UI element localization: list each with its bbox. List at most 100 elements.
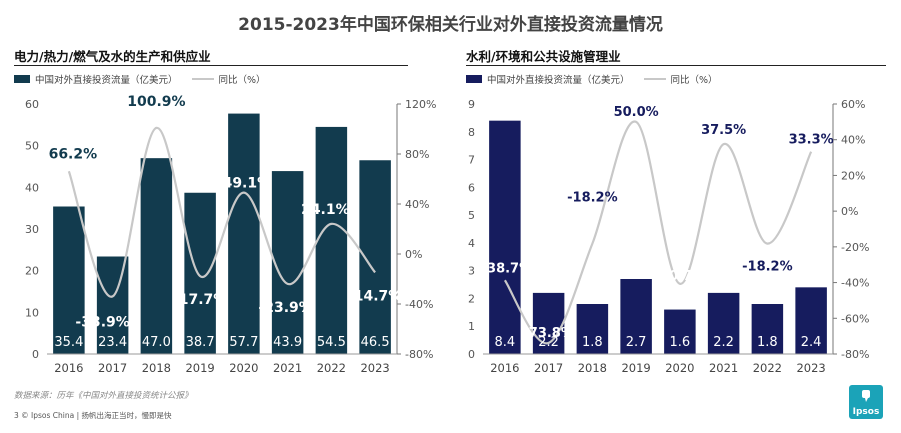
footer-note: 3 © Ipsos China | 扬帆出海正当时，慢即是快 <box>14 411 172 420</box>
y2-tick-label: -80% <box>841 348 869 361</box>
yoy-line <box>503 120 813 345</box>
bar-value-label: 57.7 <box>229 335 258 350</box>
y-tick-label: 20 <box>25 265 39 278</box>
line-value-label: -14.7% <box>348 288 402 304</box>
bar-value-label: 1.8 <box>582 335 603 350</box>
x-tick-label: 2022 <box>317 361 346 375</box>
legend-bar-swatch <box>14 75 30 83</box>
x-tick-label: 2019 <box>185 361 214 375</box>
bar-value-label: 1.6 <box>670 335 691 350</box>
right-legend: 中国对外直接投资流量（亿美元） 同比（%） <box>466 72 718 86</box>
x-tick-label: 2023 <box>360 361 389 375</box>
y-tick-label: 5 <box>468 209 475 222</box>
legend-bar-label: 中国对外直接投资流量（亿美元） <box>35 75 178 86</box>
x-tick-label: 2017 <box>98 361 127 375</box>
y2-tick-label: -80% <box>405 348 433 361</box>
bar <box>228 113 260 354</box>
y-tick-label: 10 <box>25 306 39 319</box>
yoy-line <box>67 126 376 298</box>
bar-value-label: 2.7 <box>626 335 647 350</box>
x-tick-label: 2016 <box>54 361 83 375</box>
y-tick-label: 6 <box>468 181 475 194</box>
y2-tick-label: 0% <box>405 248 422 261</box>
line-value-label: 100.9% <box>127 94 185 110</box>
y-tick-label: 8 <box>468 126 475 139</box>
bar <box>140 158 173 354</box>
y-tick-label: 1 <box>468 320 475 333</box>
bar-value-label: 2.4 <box>801 335 822 350</box>
bar <box>184 192 216 354</box>
y2-tick-label: 120% <box>405 98 436 111</box>
page-title: 2015-2023年中国环保相关行业对外直接投资流量情况 <box>238 15 663 35</box>
right-panel-title: 水利/环境和公共设施管理业 <box>466 49 621 64</box>
legend-bar-label: 中国对外直接投资流量（亿美元） <box>487 75 630 86</box>
bar <box>53 206 85 354</box>
y-tick-label: 50 <box>25 140 39 153</box>
legend-line-swatch <box>191 78 214 80</box>
line-value-label: -33.9% <box>75 314 129 330</box>
bar <box>620 279 652 354</box>
y-tick-label: 60 <box>25 98 39 111</box>
y-tick-label: 0 <box>468 348 475 361</box>
x-tick-label: 2021 <box>709 361 738 375</box>
left-panel-divider <box>14 65 408 66</box>
line-value-label: -73.8% <box>523 326 574 341</box>
x-tick-label: 2020 <box>229 361 258 375</box>
y-tick-label: 30 <box>25 223 39 236</box>
bar-value-label: 43.9 <box>273 335 302 350</box>
right-panel-divider <box>466 65 886 66</box>
y2-tick-label: 0% <box>841 205 858 218</box>
bar <box>751 304 784 354</box>
line-value-label: -18.2% <box>567 191 618 206</box>
bar-value-label: 46.5 <box>361 335 390 350</box>
bar <box>664 309 696 354</box>
x-tick-label: 2020 <box>665 361 694 375</box>
y2-tick-label: -20% <box>841 241 869 254</box>
line-value-label: -40.7% <box>655 269 706 284</box>
y-tick-label: 2 <box>468 292 475 305</box>
y-tick-label: 7 <box>468 154 475 167</box>
bar-value-label: 8.4 <box>495 335 516 350</box>
x-tick-label: 2022 <box>753 361 782 375</box>
x-tick-label: 2018 <box>578 361 607 375</box>
line-value-label: -38.7% <box>482 261 533 276</box>
legend-line-swatch <box>643 78 666 80</box>
y2-tick-label: -40% <box>841 277 869 290</box>
bar <box>795 287 827 354</box>
bar-value-label: 2.2 <box>538 335 559 350</box>
x-tick-label: 2016 <box>490 361 519 375</box>
line-value-label: -18.2% <box>742 260 793 275</box>
x-tick-label: 2017 <box>534 361 563 375</box>
logo-text: Ipsos <box>852 407 880 417</box>
x-tick-label: 2021 <box>273 361 302 375</box>
y2-tick-label: 20% <box>841 169 865 182</box>
x-tick-label: 2019 <box>621 361 650 375</box>
y2-tick-label: 40% <box>405 198 429 211</box>
y2-tick-label: 60% <box>841 98 865 111</box>
line-value-label: 66.2% <box>49 146 98 162</box>
x-tick-label: 2023 <box>796 361 825 375</box>
bar-value-label: 54.5 <box>317 335 346 350</box>
legend-line-label: 同比（%） <box>218 75 266 86</box>
bar-value-label: 35.4 <box>54 335 83 350</box>
bar <box>315 126 348 355</box>
line-value-label: 49.1% <box>223 176 272 192</box>
y-tick-label: 4 <box>468 237 475 250</box>
bar-value-label: 2.2 <box>713 335 734 350</box>
logo-mark-icon <box>862 390 870 402</box>
y2-tick-label: 80% <box>405 148 429 161</box>
bar <box>576 304 609 354</box>
y-tick-label: 40 <box>25 181 39 194</box>
bar <box>271 171 304 354</box>
bar <box>489 120 521 355</box>
y-tick-label: 9 <box>468 98 475 111</box>
y-tick-label: 0 <box>32 348 39 361</box>
left-panel-title: 电力/热力/燃气及水的生产和供应业 <box>14 49 211 64</box>
left-legend: 中国对外直接投资流量（亿美元） 同比（%） <box>14 72 266 86</box>
bar-value-label: 23.4 <box>98 335 127 350</box>
line-value-label: 50.0% <box>614 105 659 120</box>
line-value-label: 37.5% <box>701 123 746 138</box>
bar <box>707 292 740 354</box>
bar-value-label: 38.7 <box>186 335 215 350</box>
